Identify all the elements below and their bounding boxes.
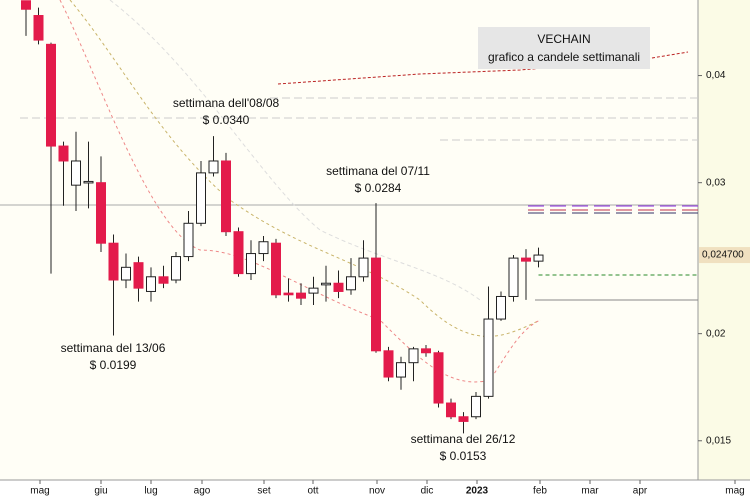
moving-average — [69, 0, 541, 337]
candle-body — [158, 276, 169, 284]
y-tick-label: 0,015 — [706, 435, 731, 446]
candle-body — [33, 15, 44, 41]
candle-body — [383, 350, 394, 378]
candle-body — [46, 43, 56, 147]
candle-body — [496, 295, 506, 320]
x-tick-label: ott — [307, 486, 318, 497]
candle-body — [96, 182, 106, 244]
last-price-label: 0,024700 — [702, 250, 744, 261]
x-tick-label: mag — [30, 486, 49, 497]
candle-body — [408, 348, 419, 364]
candle-body — [183, 222, 194, 258]
candle-body — [358, 257, 369, 278]
x-tick-label: dic — [421, 486, 434, 497]
candle-body — [71, 160, 81, 186]
x-tick-label: set — [257, 486, 271, 497]
candle-body — [533, 254, 544, 262]
annotation: $ 0.0340 — [203, 113, 250, 127]
candle-body — [471, 395, 481, 418]
candle-body — [333, 282, 344, 292]
annotation: $ 0.0153 — [440, 449, 487, 463]
candle-body — [146, 276, 156, 292]
plot-area — [0, 0, 698, 480]
candle-body — [283, 292, 294, 296]
candle-body — [346, 276, 356, 291]
candle-body — [271, 242, 281, 296]
candle-body — [308, 287, 319, 294]
candle-body — [246, 253, 256, 275]
last-price-tag — [699, 247, 750, 264]
x-tick-label: nov — [369, 486, 385, 497]
y-tick-label: 0,03 — [706, 177, 726, 188]
candle-body — [83, 180, 94, 184]
candle-body — [58, 145, 69, 162]
candle-body — [233, 231, 244, 275]
annotation: $ 0.0284 — [355, 181, 402, 195]
chart-subtitle: grafico a candele settimanali — [488, 50, 640, 64]
candle-body — [296, 292, 306, 299]
candle-body — [21, 0, 31, 10]
moving-average — [109, 0, 481, 301]
candle-body — [446, 402, 456, 418]
candle-body — [521, 257, 531, 262]
candle-body — [133, 262, 144, 289]
candle-body — [121, 266, 131, 281]
candle-body — [371, 257, 381, 352]
candle-body — [396, 362, 406, 378]
candle-body — [421, 348, 431, 354]
y-tick-label: 0,02 — [706, 328, 726, 339]
annotation: $ 0.0199 — [90, 358, 137, 372]
candle-body — [433, 352, 444, 404]
candle-body — [483, 318, 494, 397]
candle-body — [108, 242, 119, 281]
y-axis-area — [698, 0, 750, 480]
x-tick-label: lug — [144, 486, 157, 497]
x-tick-label: giu — [94, 486, 107, 497]
annotation: settimana del 13/06 — [61, 341, 166, 355]
candle-body — [458, 416, 469, 422]
candle-body — [196, 172, 206, 224]
title-box — [478, 27, 650, 69]
x-tick-label: ago — [194, 486, 211, 497]
annotation: settimana del 26/12 — [411, 432, 516, 446]
chart-title: VECHAIN — [537, 32, 590, 46]
annotation: settimana dell'08/08 — [173, 96, 280, 110]
x-tick-label: mar — [581, 486, 599, 497]
candle-body — [208, 160, 219, 174]
candle-body — [221, 160, 231, 233]
candle-body — [171, 256, 181, 281]
x-tick-label: 2023 — [466, 486, 489, 497]
x-tick-label: feb — [533, 486, 547, 497]
trend-line — [277, 51, 689, 85]
x-tick-label: apr — [633, 486, 648, 497]
candle-body — [508, 257, 519, 297]
x-tick-label: mag — [725, 486, 744, 497]
annotation: settimana del 07/11 — [326, 164, 430, 178]
y-tick-label: 0,04 — [706, 70, 726, 81]
candle-body — [258, 241, 269, 255]
candle-body — [321, 282, 331, 286]
